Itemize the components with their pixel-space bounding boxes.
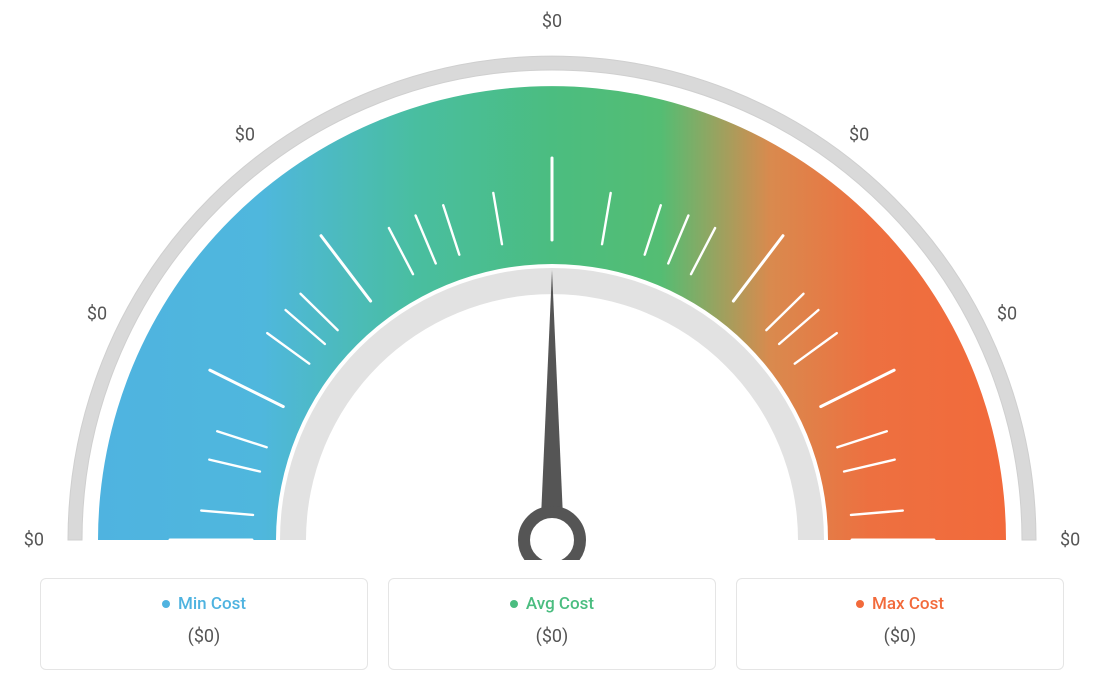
legend-card-min: Min Cost ($0) [40, 578, 368, 670]
legend-title-avg: Avg Cost [510, 594, 594, 614]
gauge-tick-label: $0 [1060, 530, 1080, 551]
legend-dot-max [856, 600, 864, 608]
legend-value-max: ($0) [747, 626, 1053, 647]
gauge-chart-container: $0 $0 $0 $0 $0 $0 $0 Min Cost ($0) Avg Cost ($… [0, 0, 1104, 690]
legend-card-avg: Avg Cost ($0) [388, 578, 716, 670]
legend-value-min: ($0) [51, 626, 357, 647]
legend-label-max: Max Cost [872, 594, 944, 614]
legend-title-min: Min Cost [162, 594, 246, 614]
gauge-tick-label: $0 [235, 125, 255, 146]
legend-dot-min [162, 600, 170, 608]
gauge-tick-label: $0 [849, 125, 869, 146]
gauge-svg [0, 0, 1104, 560]
legend-row: Min Cost ($0) Avg Cost ($0) Max Cost ($0… [40, 578, 1064, 670]
legend-title-max: Max Cost [856, 594, 944, 614]
gauge-tick-label: $0 [24, 530, 44, 551]
gauge-tick-label: $0 [997, 304, 1017, 325]
legend-value-avg: ($0) [399, 626, 705, 647]
legend-label-avg: Avg Cost [526, 594, 594, 614]
legend-label-min: Min Cost [178, 594, 246, 614]
legend-card-max: Max Cost ($0) [736, 578, 1064, 670]
gauge-chart: $0 $0 $0 $0 $0 $0 $0 [0, 0, 1104, 560]
legend-dot-avg [510, 600, 518, 608]
gauge-tick-label: $0 [87, 304, 107, 325]
gauge-tick-label: $0 [542, 11, 562, 32]
